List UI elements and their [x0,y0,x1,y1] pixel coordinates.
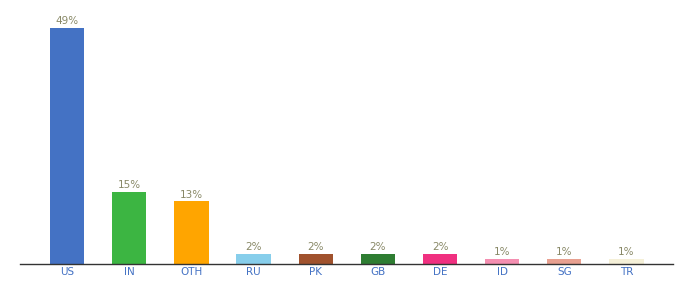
Bar [237,254,271,264]
Bar [174,202,209,264]
Bar [609,259,643,264]
Text: 1%: 1% [618,247,634,257]
Text: 15%: 15% [118,180,141,190]
Bar [50,28,84,264]
Text: 2%: 2% [370,242,386,253]
Text: 2%: 2% [245,242,262,253]
Bar [361,254,395,264]
Bar [112,192,146,264]
Text: 1%: 1% [556,247,573,257]
Bar [485,259,520,264]
Bar [299,254,333,264]
Text: 49%: 49% [56,16,79,26]
Text: 2%: 2% [307,242,324,253]
Text: 1%: 1% [494,247,511,257]
Text: 2%: 2% [432,242,448,253]
Text: 13%: 13% [180,190,203,200]
Bar [547,259,581,264]
Bar [423,254,457,264]
